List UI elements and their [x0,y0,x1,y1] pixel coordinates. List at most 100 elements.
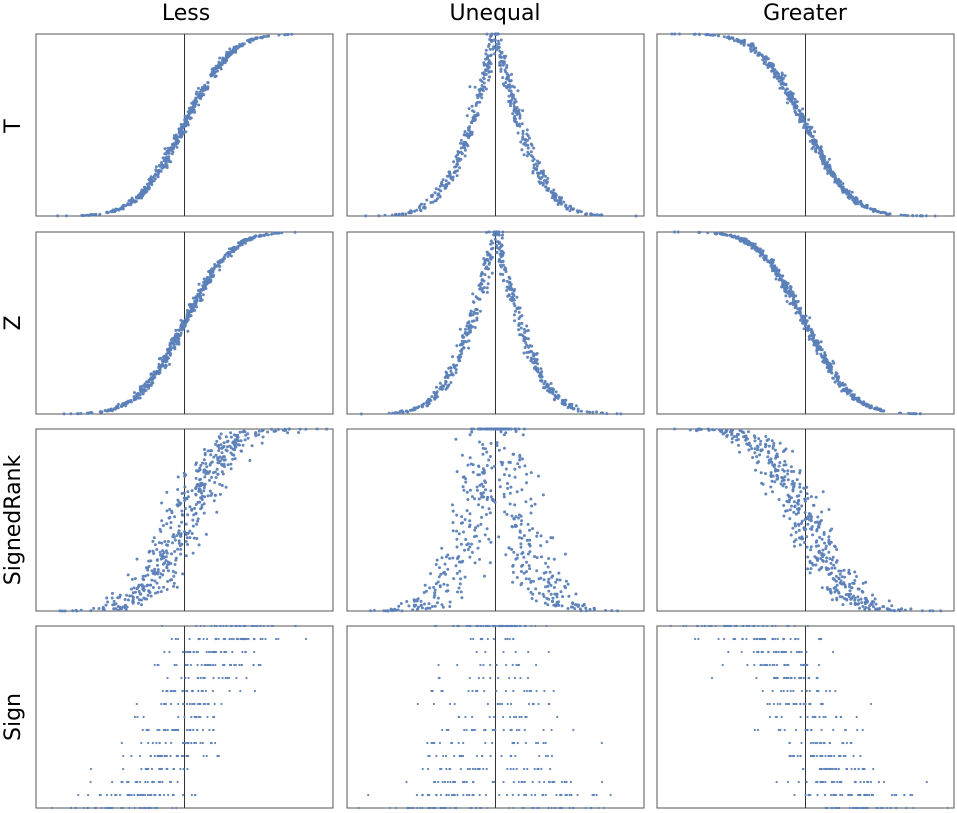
scatter-point [764,435,768,438]
scatter-point [158,728,161,732]
scatter-point [830,566,834,570]
scatter-point [791,449,794,453]
scatter-point [670,32,674,36]
scatter-point [511,452,515,456]
scatter-point [457,357,461,361]
scatter-point [521,132,525,136]
scatter-point [451,556,455,560]
scatter-point [141,728,144,732]
scatter-point [164,549,168,553]
scatter-point [246,436,250,440]
scatter-point [174,689,177,693]
scatter-point [875,608,879,612]
scatter-point [199,496,203,500]
scatter-point [551,780,554,784]
scatter-point [525,128,529,132]
scatter-point [478,94,482,98]
scatter-point [203,453,207,457]
scatter-point [497,45,501,49]
scatter-point [202,754,205,758]
scatter-point [803,541,806,544]
scatter-point [216,461,220,465]
scatter-point [549,592,553,596]
column-title-less: Less [162,1,210,26]
scatter-point [462,144,466,148]
scatter-point [790,91,794,95]
scatter-point [473,728,476,732]
scatter-point [477,465,481,468]
scatter-point [554,193,558,197]
scatter-point [195,650,198,654]
scatter-point [230,247,234,251]
scatter-point [488,61,492,65]
scatter-point [552,586,556,589]
scatter-point [463,518,467,521]
scatter-point [120,741,123,745]
scatter-point [144,793,147,797]
scatter-point [458,343,462,347]
scatter-point [780,77,784,81]
scatter-point [176,498,180,502]
scatter-point [751,244,755,248]
scatter-point [156,563,159,567]
scatter-point [184,130,188,134]
scatter-point [432,595,436,599]
scatter-point [766,260,770,264]
scatter-point [869,207,873,211]
scatter-point [175,754,178,758]
scatter-point [140,767,143,771]
scatter-point [453,366,457,370]
scatter-point [489,427,493,431]
scatter-point [482,263,486,266]
scatter-point [469,309,473,313]
scatter-point [796,502,800,506]
scatter-point [798,482,802,486]
scatter-point [423,583,427,587]
scatter-point [180,321,184,325]
scatter-point [859,597,863,601]
scatter-point [147,550,151,554]
scatter-point [191,551,195,555]
scatter-point [229,467,233,471]
scatter-point [463,148,467,152]
scatter-point [160,702,163,706]
scatter-point [183,114,187,118]
scatter-point [487,458,491,462]
scatter-point [193,110,197,114]
scatter-point [464,715,467,719]
scatter-point [498,478,501,482]
scatter-point [789,95,793,99]
scatter-point [192,536,196,540]
scatter-point [785,87,789,91]
scatter-point [512,780,515,784]
scatter-point [197,289,200,292]
scatter-point [783,459,787,463]
scatter-point [861,605,865,608]
scatter-point [516,462,520,466]
scatter-point [176,547,180,551]
scatter-point [857,587,861,591]
scatter-point [815,352,819,355]
panel-signedrank-greater [656,427,955,613]
scatter-point [482,73,486,77]
scatter-point [172,584,176,588]
scatter-point [241,443,245,447]
scatter-point [139,389,143,393]
scatter-point [454,371,458,375]
scatter-point [86,411,90,415]
scatter-point [451,529,455,533]
scatter-point [202,93,206,97]
scatter-point [456,663,459,667]
scatter-point [259,36,263,39]
scatter-point [434,396,438,400]
scatter-point [444,183,448,186]
scatter-point [815,539,819,543]
scatter-point [180,676,183,680]
scatter-point [213,470,217,474]
scatter-point [79,608,83,612]
scatter-point [495,441,499,445]
scatter-point [736,432,739,436]
scatter-point [709,33,713,37]
scatter-point [184,650,187,654]
